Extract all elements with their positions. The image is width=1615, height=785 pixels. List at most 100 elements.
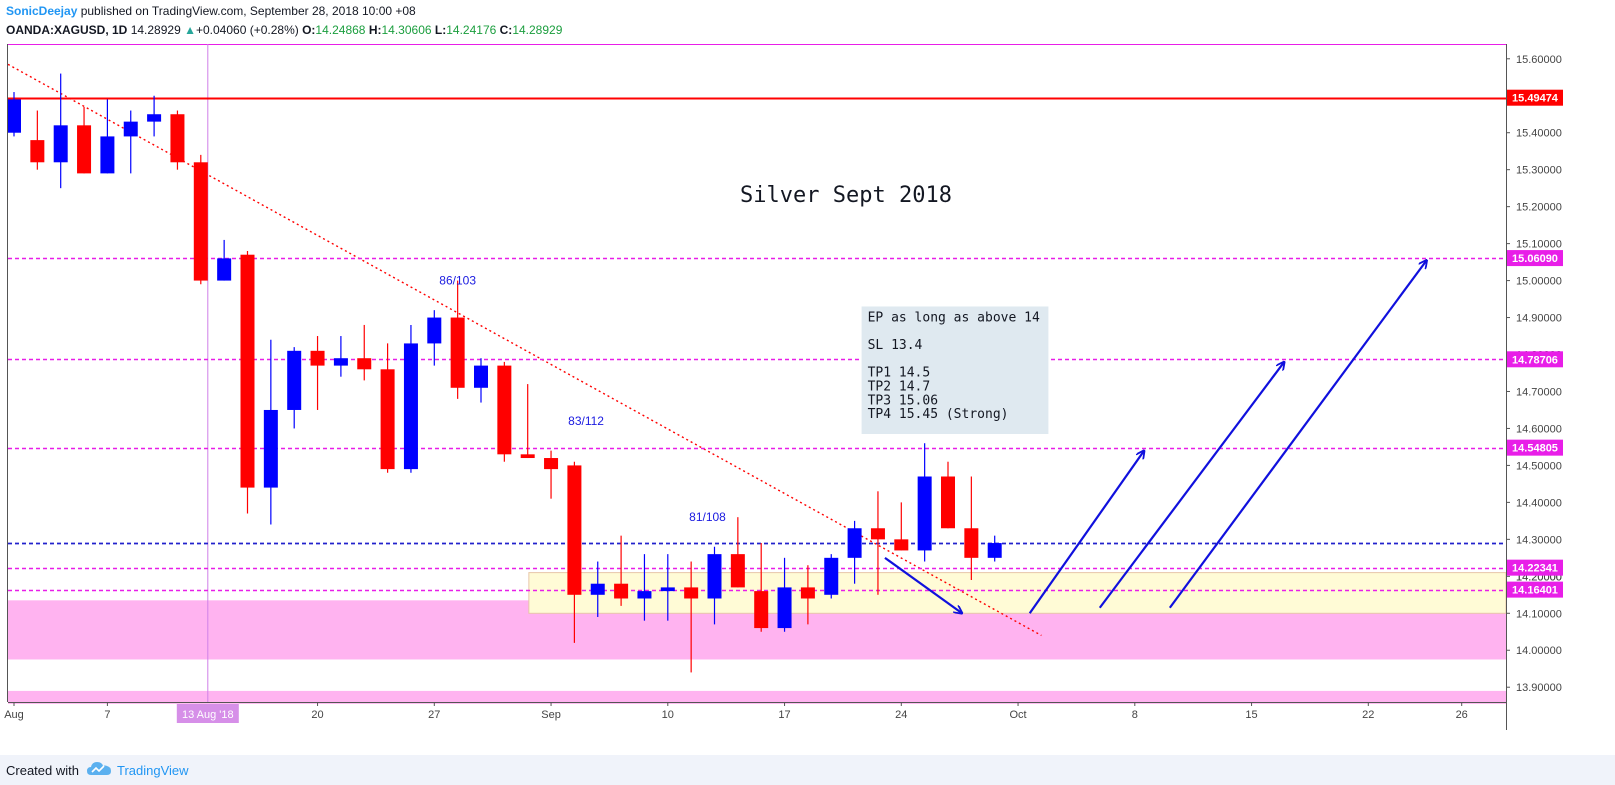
candle[interactable] xyxy=(380,343,395,473)
x-tick-label: 26 xyxy=(1456,709,1468,721)
candle[interactable] xyxy=(333,336,348,377)
candle-body xyxy=(917,476,932,551)
up-triangle-icon: ▲ xyxy=(184,23,196,37)
candle[interactable] xyxy=(520,384,535,459)
candle[interactable] xyxy=(684,561,699,673)
candle-body xyxy=(147,114,162,122)
note-line: TP4 15.45 (Strong) xyxy=(868,407,1009,422)
candle-body xyxy=(824,557,839,595)
candle-body xyxy=(77,125,92,174)
symbol-line: OANDA:XAGUSD, 1D 14.28929 ▲+0.04060 (+0.… xyxy=(6,23,562,37)
price-tag xyxy=(1507,351,1563,368)
price-tag-label: 14.16401 xyxy=(1512,585,1558,597)
candle[interactable] xyxy=(193,154,208,285)
candle[interactable] xyxy=(754,543,769,632)
candle[interactable] xyxy=(847,520,862,584)
high-label: H: xyxy=(368,23,382,37)
x-tick-label: 8 xyxy=(1132,709,1138,721)
candle-body xyxy=(637,591,652,599)
candle-body xyxy=(847,528,862,558)
candle-body xyxy=(614,583,629,599)
candle[interactable] xyxy=(497,361,512,462)
candle-body xyxy=(100,136,115,174)
candle[interactable] xyxy=(474,358,488,403)
candle[interactable] xyxy=(263,339,278,525)
candle-body xyxy=(427,317,442,344)
ratio-label: 86/103 xyxy=(439,274,476,288)
candle-body xyxy=(287,350,302,410)
price-chart[interactable]: 86/103 83/112 81/108 Silver Sept 2018 EP as … xyxy=(0,0,1615,755)
candle[interactable] xyxy=(170,110,185,170)
note-line: TP1 14.5 xyxy=(868,366,931,381)
price-change: +0.04060 (+0.28%) xyxy=(195,23,299,37)
candle[interactable] xyxy=(450,280,465,399)
candle-body xyxy=(170,114,185,163)
candle[interactable] xyxy=(7,92,21,137)
x-tick-label: 7 xyxy=(104,709,110,721)
candle-body xyxy=(403,343,418,470)
candle[interactable] xyxy=(614,535,629,606)
candle[interactable] xyxy=(987,535,1002,562)
candle[interactable] xyxy=(217,239,232,281)
candle[interactable] xyxy=(894,502,909,551)
y-tick-label: 14.70000 xyxy=(1516,386,1562,398)
candle-body xyxy=(497,365,512,455)
price-tag xyxy=(1507,250,1563,267)
x-tick-label: 27 xyxy=(428,709,440,721)
candle[interactable] xyxy=(147,95,162,137)
footer: Created with TradingView xyxy=(0,755,1615,785)
price-tag xyxy=(1507,559,1563,576)
y-tick-label: 13.90000 xyxy=(1516,682,1562,694)
candle-body xyxy=(263,409,278,488)
candle[interactable] xyxy=(240,251,255,514)
candle[interactable] xyxy=(123,110,138,174)
chart-header: SonicDeejay published on TradingView.com… xyxy=(0,0,1615,44)
candle[interactable] xyxy=(53,73,68,189)
x-tick-label: 20 xyxy=(311,709,323,721)
candle[interactable] xyxy=(403,324,418,473)
candle[interactable] xyxy=(870,491,885,595)
y-tick-label: 15.60000 xyxy=(1516,54,1562,66)
y-tick-label: 14.50000 xyxy=(1516,460,1562,472)
candle[interactable] xyxy=(590,561,605,617)
candle[interactable] xyxy=(427,310,442,366)
open-label: O: xyxy=(302,23,316,37)
x-tick-label: 10 xyxy=(662,709,674,721)
candle[interactable] xyxy=(77,106,92,174)
candle[interactable] xyxy=(357,324,372,381)
tradingview-cloud-icon[interactable] xyxy=(86,760,112,778)
candle[interactable] xyxy=(637,554,652,621)
x-tick-label: 17 xyxy=(778,709,790,721)
candle[interactable] xyxy=(287,347,302,429)
tradingview-link[interactable]: TradingView xyxy=(117,763,189,778)
candle-body xyxy=(707,554,722,599)
candle-body xyxy=(730,554,745,588)
candle-body xyxy=(217,258,232,281)
ratio-label: 83/112 xyxy=(568,414,604,428)
x-tick-label: 22 xyxy=(1362,709,1374,721)
candle-body xyxy=(941,476,955,529)
candle[interactable] xyxy=(730,517,745,588)
candle[interactable] xyxy=(800,565,815,625)
candle[interactable] xyxy=(567,461,582,643)
candle[interactable] xyxy=(707,546,722,625)
close-value: 14.28929 xyxy=(512,23,563,37)
candle-body xyxy=(333,358,348,366)
x-tick-label: 24 xyxy=(895,709,907,721)
note-line: SL 13.4 xyxy=(868,338,923,353)
candle[interactable] xyxy=(777,557,792,632)
candle[interactable] xyxy=(964,476,979,581)
note-line: TP3 15.06 xyxy=(868,393,938,408)
candle-body xyxy=(520,454,535,459)
candle[interactable] xyxy=(544,450,559,499)
candle-body xyxy=(240,254,255,488)
candle[interactable] xyxy=(30,110,45,170)
candle[interactable] xyxy=(100,99,115,174)
candle[interactable] xyxy=(941,461,955,529)
candle[interactable] xyxy=(660,554,675,621)
candle[interactable] xyxy=(824,554,839,599)
price-axis-panel xyxy=(1506,0,1615,755)
candle[interactable] xyxy=(310,336,325,410)
author-link[interactable]: SonicDeejay xyxy=(6,4,78,18)
candle[interactable] xyxy=(917,443,932,562)
